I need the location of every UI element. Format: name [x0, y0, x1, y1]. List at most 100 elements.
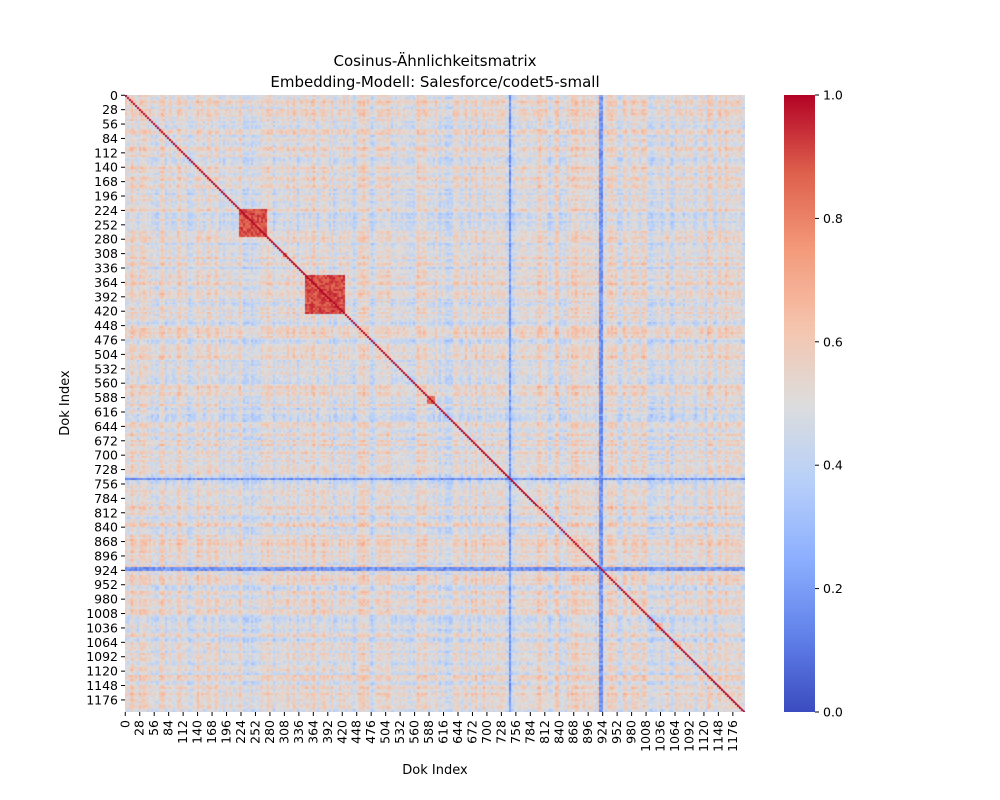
- x-tick-label: 224: [233, 720, 248, 744]
- colorbar-tick-label: 0.4: [823, 458, 843, 473]
- x-tick-label: 1176: [725, 720, 740, 752]
- chart-title-line1: Cosinus-Ähnlichkeitsmatrix: [333, 51, 536, 70]
- x-tick-label: 1036: [653, 720, 668, 752]
- x-tick-label: 924: [595, 720, 610, 744]
- x-tick-label: 504: [378, 720, 393, 744]
- y-tick-label: 868: [94, 534, 118, 549]
- colorbar-tick-label: 0.2: [823, 581, 843, 596]
- y-tick-label: 672: [94, 433, 118, 448]
- y-tick-label: 532: [94, 361, 118, 376]
- y-tick-label: 392: [94, 289, 118, 304]
- x-tick-label: 588: [421, 720, 436, 744]
- x-tick-label: 672: [464, 720, 479, 744]
- y-tick-label: 1008: [86, 606, 118, 621]
- y-tick-label: 1092: [86, 649, 118, 664]
- y-tick-label: 588: [94, 390, 118, 405]
- heatmap: [125, 95, 745, 712]
- y-tick-label: 0: [110, 88, 118, 103]
- y-tick-label: 252: [94, 217, 118, 232]
- x-tick-label: 112: [175, 720, 190, 744]
- x-tick-label: 868: [566, 720, 581, 744]
- y-tick-label: 280: [94, 232, 118, 247]
- y-tick-label: 1064: [86, 635, 118, 650]
- x-tick-label: 1064: [667, 720, 682, 752]
- x-tick-label: 0: [117, 720, 132, 728]
- y-tick-label: 616: [94, 404, 118, 419]
- y-tick-label: 924: [94, 563, 118, 578]
- colorbar-tick-label: 1.0: [823, 88, 843, 103]
- x-tick-label: 336: [291, 720, 306, 744]
- y-tick-label: 420: [94, 304, 118, 319]
- y-tick-label: 896: [94, 548, 118, 563]
- y-tick-label: 28: [102, 102, 118, 117]
- y-tick-label: 952: [94, 577, 118, 592]
- x-tick-label: 252: [247, 720, 262, 744]
- y-tick-label: 700: [94, 448, 118, 463]
- y-tick-label: 840: [94, 520, 118, 535]
- x-tick-label: 84: [161, 720, 176, 736]
- y-tick-label: 1120: [86, 664, 118, 679]
- x-axis-label: Dok Index: [402, 763, 468, 778]
- x-tick-label: 420: [334, 720, 349, 744]
- x-tick-label: 952: [609, 720, 624, 744]
- y-tick-label: 336: [94, 261, 118, 276]
- x-tick-label: 1092: [681, 720, 696, 752]
- x-tick-label: 140: [190, 720, 205, 744]
- y-tick-label: 980: [94, 592, 118, 607]
- y-tick-label: 84: [102, 131, 118, 146]
- x-tick-label: 1120: [696, 720, 711, 752]
- x-tick-label: 532: [392, 720, 407, 744]
- chart-title-line2: Embedding-Modell: Salesforce/codet5-smal…: [270, 73, 599, 91]
- y-tick-label: 448: [94, 318, 118, 333]
- y-tick-label: 168: [94, 174, 118, 189]
- colorbar-tick-label: 0.8: [823, 211, 843, 226]
- y-tick-label: 56: [102, 117, 118, 132]
- x-tick-label: 1008: [638, 720, 653, 752]
- x-tick-label: 364: [305, 720, 320, 744]
- y-tick-label: 784: [94, 491, 118, 506]
- x-tick-label: 448: [349, 720, 364, 744]
- y-tick-label: 504: [94, 347, 118, 362]
- y-ticks: 0285684112140168196224252280308336364392…: [86, 88, 125, 707]
- y-tick-label: 644: [94, 419, 118, 434]
- x-tick-label: 308: [276, 720, 291, 744]
- x-tick-label: 980: [624, 720, 639, 744]
- y-tick-label: 1036: [86, 620, 118, 635]
- x-tick-label: 1148: [710, 720, 725, 752]
- y-tick-label: 1176: [86, 692, 118, 707]
- x-tick-label: 196: [219, 720, 234, 744]
- y-tick-label: 560: [94, 376, 118, 391]
- colorbar-tick-label: 0.0: [823, 705, 843, 720]
- y-tick-label: 728: [94, 462, 118, 477]
- x-tick-label: 28: [132, 720, 147, 736]
- y-tick-label: 196: [94, 189, 118, 204]
- x-tick-label: 896: [580, 720, 595, 744]
- colorbar-tick-label: 0.6: [823, 334, 843, 349]
- x-tick-label: 280: [262, 720, 277, 744]
- y-tick-label: 756: [94, 476, 118, 491]
- x-tick-label: 644: [450, 720, 465, 744]
- y-tick-label: 224: [94, 203, 118, 218]
- y-axis-label: Dok Index: [58, 370, 73, 436]
- y-tick-label: 812: [94, 505, 118, 520]
- colorbar-ticks: 0.0 0.2 0.4 0.6 0.8 1.0: [815, 88, 843, 720]
- x-tick-label: 616: [436, 720, 451, 744]
- x-tick-label: 812: [537, 720, 552, 744]
- x-tick-label: 56: [146, 720, 161, 736]
- x-tick-label: 784: [522, 720, 537, 744]
- colorbar: [784, 95, 815, 712]
- y-tick-label: 112: [94, 145, 118, 160]
- y-tick-label: 308: [94, 246, 118, 261]
- x-tick-label: 728: [493, 720, 508, 744]
- x-ticks: 0 28 56 84 112 140 168 196 224 252 280 308 336 364 392…: [117, 712, 740, 752]
- y-tick-label: 476: [94, 333, 118, 348]
- x-tick-label: 700: [479, 720, 494, 744]
- x-tick-label: 560: [407, 720, 422, 744]
- x-tick-label: 756: [508, 720, 523, 744]
- x-tick-label: 476: [363, 720, 378, 744]
- x-tick-label: 168: [204, 720, 219, 744]
- y-tick-label: 140: [94, 160, 118, 175]
- y-tick-label: 1148: [86, 678, 118, 693]
